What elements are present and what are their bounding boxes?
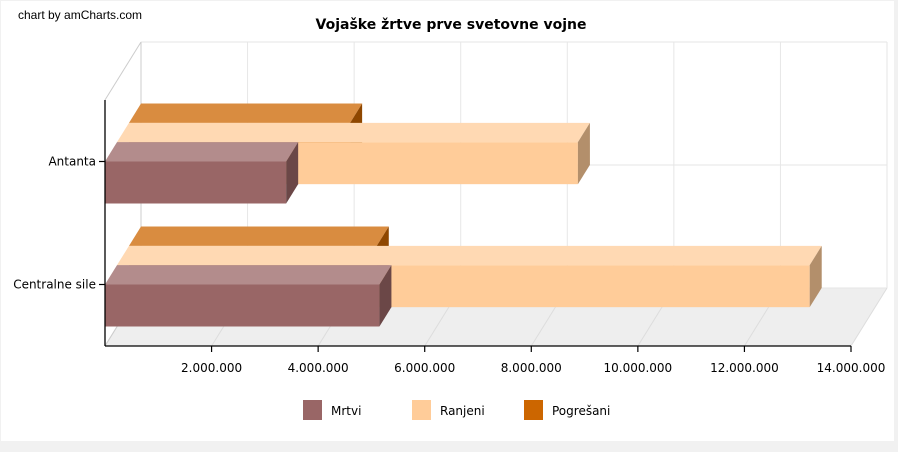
legend-label: Mrtvi — [331, 404, 361, 418]
bar-top — [105, 142, 299, 162]
x-tick-label: 2.000.000 — [181, 361, 242, 375]
bar-front — [105, 284, 380, 327]
x-tick-label: 14.000.000 — [817, 361, 886, 375]
legend-item-ranjeni: Ranjeni — [412, 400, 485, 420]
legend-swatch — [524, 400, 543, 420]
x-tick-label: 6.000.000 — [394, 361, 455, 375]
axes-layer: Antanta Centralne sile 2.000.000 4.000.000 6… — [13, 100, 885, 375]
bar-top — [117, 245, 822, 266]
bar-mrtvi-1 — [105, 265, 392, 327]
x-tick-label: 8.000.000 — [501, 361, 562, 375]
bar-top — [117, 122, 590, 143]
legend-item-mrtvi: Mrtvi — [303, 400, 361, 420]
legend-swatch — [412, 400, 431, 420]
bar-side — [379, 265, 392, 327]
legend-item-pogrešani: Pogrešani — [524, 400, 610, 420]
bar-side — [809, 245, 822, 308]
chart-title: Vojaške žrtve prve svetovne vojne — [316, 17, 587, 33]
bar-side — [577, 122, 590, 185]
legend-label: Ranjeni — [440, 404, 485, 418]
bars-layer — [105, 103, 822, 327]
bar-side — [286, 142, 299, 204]
amcharts-credit-link[interactable]: chart by amCharts.com — [18, 8, 143, 22]
legend-label: Pogrešani — [552, 404, 610, 418]
x-tick-label: 12.000.000 — [710, 361, 779, 375]
x-tick-label: 4.000.000 — [288, 361, 349, 375]
wall-edge-top — [104, 41, 142, 101]
grid-line-floor — [850, 287, 888, 347]
chart-legend: Mrtvi Ranjeni Pogrešani — [303, 400, 610, 420]
bar-top — [105, 265, 392, 285]
legend-swatch — [303, 400, 322, 420]
bar-top — [129, 103, 363, 123]
y-tick-label: Centralne sile — [13, 278, 96, 292]
bar-top — [129, 226, 389, 246]
y-tick-label: Antanta — [48, 155, 96, 169]
bar-front — [105, 161, 287, 204]
bar-mrtvi-0 — [105, 142, 299, 204]
x-tick-label: 10.000.000 — [603, 361, 672, 375]
